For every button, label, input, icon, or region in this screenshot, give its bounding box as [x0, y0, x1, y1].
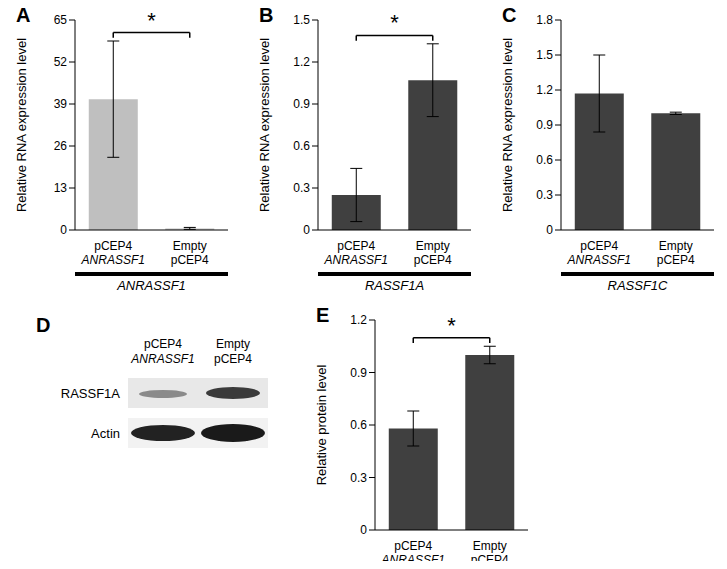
- svg-text:Empty: Empty: [416, 239, 450, 253]
- html-text:RASSF1C: RASSF1C: [607, 278, 668, 293]
- svg-text:39: 39: [54, 97, 68, 111]
- svg-text:0.9: 0.9: [536, 118, 553, 132]
- html-text:ANRASSF1: ANRASSF1: [117, 278, 186, 293]
- svg-text:Empty: Empty: [216, 337, 250, 351]
- svg-text:1.2: 1.2: [536, 83, 553, 97]
- svg-text:pCEP4: pCEP4: [580, 239, 618, 253]
- svg-text:0: 0: [303, 223, 310, 237]
- svg-text:*: *: [147, 8, 156, 33]
- html-text:E: E: [316, 304, 330, 326]
- svg-text:pCEP4: pCEP4: [394, 539, 432, 553]
- svg-text:Empty: Empty: [473, 539, 507, 553]
- svg-text:Relative protein level: Relative protein level: [314, 365, 329, 486]
- html-text:RASSF1A: RASSF1A: [364, 278, 425, 293]
- svg-text:pCEP4: pCEP4: [214, 352, 252, 366]
- svg-text:0: 0: [546, 223, 553, 237]
- svg-text:13: 13: [54, 181, 68, 195]
- svg-text:1.2: 1.2: [293, 55, 310, 69]
- svg-text:52: 52: [54, 55, 68, 69]
- svg-text:0.9: 0.9: [293, 97, 310, 111]
- svg-text:0: 0: [360, 523, 367, 537]
- html-text:C: C: [502, 4, 517, 26]
- svg-text:0.3: 0.3: [536, 188, 553, 202]
- svg-text:ANRASSF1: ANRASSF1: [130, 352, 194, 366]
- svg-text:0.6: 0.6: [350, 418, 367, 432]
- svg-text:pCEP4: pCEP4: [337, 239, 375, 253]
- svg-text:Empty: Empty: [659, 239, 693, 253]
- svg-text:Actin: Actin: [91, 426, 120, 441]
- svg-text:pCEP4: pCEP4: [144, 337, 182, 351]
- svg-text:ANRASSF1: ANRASSF1: [567, 253, 631, 267]
- svg-text:0.9: 0.9: [350, 366, 367, 380]
- svg-text:Relative RNA expression level: Relative RNA expression level: [14, 38, 29, 212]
- svg-text:pCEP4: pCEP4: [471, 553, 509, 561]
- svg-text:0.6: 0.6: [536, 153, 553, 167]
- svg-text:0: 0: [60, 223, 67, 237]
- svg-text:Empty: Empty: [173, 239, 207, 253]
- svg-text:1.8: 1.8: [536, 13, 553, 27]
- svg-text:*: *: [447, 313, 456, 338]
- svg-text:pCEP4: pCEP4: [657, 253, 695, 267]
- svg-text:RASSF1A: RASSF1A: [61, 386, 121, 401]
- svg-text:Relative RNA expression level: Relative RNA expression level: [257, 38, 272, 212]
- svg-text:1.2: 1.2: [350, 313, 367, 327]
- svg-text:pCEP4: pCEP4: [171, 253, 209, 267]
- svg-text:Relative RNA expression level: Relative RNA expression level: [500, 38, 515, 212]
- html-text:B: B: [259, 4, 274, 26]
- svg-text:pCEP4: pCEP4: [414, 253, 452, 267]
- svg-text:0.3: 0.3: [350, 471, 367, 485]
- svg-text:ANRASSF1: ANRASSF1: [81, 253, 145, 267]
- html-text:D: D: [36, 314, 51, 336]
- svg-text:65: 65: [54, 13, 68, 27]
- svg-text:*: *: [390, 10, 399, 35]
- svg-text:0.6: 0.6: [293, 139, 310, 153]
- svg-text:26: 26: [54, 139, 68, 153]
- svg-text:1.5: 1.5: [536, 48, 553, 62]
- html-text:A: A: [16, 4, 31, 26]
- svg-text:0.3: 0.3: [293, 181, 310, 195]
- svg-text:1.5: 1.5: [293, 13, 310, 27]
- svg-text:ANRASSF1: ANRASSF1: [381, 553, 445, 561]
- svg-text:pCEP4: pCEP4: [94, 239, 132, 253]
- svg-text:ANRASSF1: ANRASSF1: [324, 253, 388, 267]
